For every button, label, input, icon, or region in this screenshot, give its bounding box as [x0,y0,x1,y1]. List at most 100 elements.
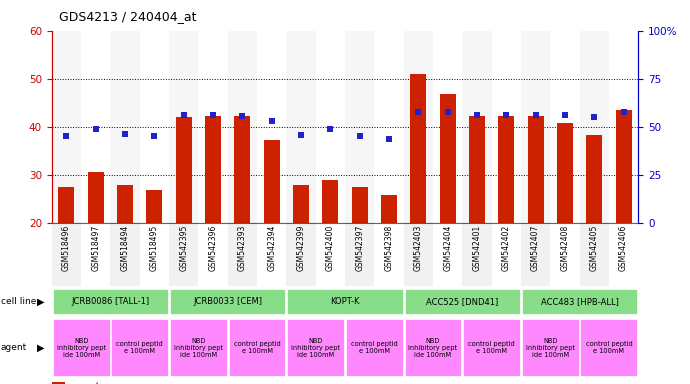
Bar [404,319,462,376]
Bar [491,223,521,286]
Point [295,132,306,138]
Text: NBD
inhibitory pept
ide 100mM: NBD inhibitory pept ide 100mM [174,338,223,358]
Bar [139,31,169,223]
Point [61,133,72,139]
Bar [375,31,404,223]
Bar [170,319,227,376]
Bar [522,319,579,376]
Bar [345,31,374,223]
Text: cell line: cell line [1,297,36,306]
Text: NBD
inhibitory pept
ide 100mM: NBD inhibitory pept ide 100mM [57,338,106,358]
Point [530,112,541,118]
Text: GSM542405: GSM542405 [590,225,599,271]
Text: control peptid
e 100mM: control peptid e 100mM [117,341,163,354]
Bar [228,223,257,286]
Text: ACC525 [DND41]: ACC525 [DND41] [426,297,498,306]
Bar [462,31,492,223]
Bar [235,116,250,223]
Text: GSM542396: GSM542396 [208,225,217,271]
Point [501,112,512,118]
Bar [257,31,286,223]
Point [471,112,482,118]
Point [149,133,160,139]
Bar [199,223,228,286]
Bar [52,31,81,223]
Bar [117,185,133,223]
Bar [462,223,492,286]
Text: GSM518495: GSM518495 [150,225,159,271]
Text: KOPT-K: KOPT-K [331,297,359,306]
Bar [111,319,168,376]
Bar [52,382,65,384]
Bar [551,31,580,223]
Text: JCRB0033 [CEM]: JCRB0033 [CEM] [193,297,262,306]
Point [90,126,101,132]
Bar [440,94,455,223]
Point [325,126,336,132]
Bar [469,116,485,223]
Text: control peptid
e 100mM: control peptid e 100mM [586,341,632,354]
Point [208,112,219,118]
Text: NBD
inhibitory pept
ide 100mM: NBD inhibitory pept ide 100mM [291,338,340,358]
Bar [52,223,81,286]
Bar [205,116,221,223]
Bar [404,289,520,314]
Bar [433,223,462,286]
Bar [557,123,573,223]
Point [442,109,453,115]
Bar [110,31,140,223]
Text: GSM542408: GSM542408 [560,225,569,271]
Bar [199,31,228,223]
Bar [322,180,338,223]
Bar [316,223,345,286]
Text: JCRB0086 [TALL-1]: JCRB0086 [TALL-1] [71,297,150,306]
Bar [522,289,638,314]
Point [560,112,571,118]
Bar [110,223,140,286]
Bar [433,31,462,223]
Bar [586,135,602,223]
Bar [287,289,403,314]
Text: GSM542398: GSM542398 [384,225,393,271]
Bar [286,31,316,223]
Text: GSM542402: GSM542402 [502,225,511,271]
Bar [580,31,609,223]
Text: count: count [72,382,100,384]
Bar [463,319,520,376]
Text: control peptid
e 100mM: control peptid e 100mM [469,341,515,354]
Bar [81,31,110,223]
Bar [346,319,403,376]
Bar [88,172,103,223]
Bar [580,223,609,286]
Text: GSM542401: GSM542401 [473,225,482,271]
Text: GSM542403: GSM542403 [414,225,423,271]
Bar [615,110,631,223]
Bar [293,185,309,223]
Bar [528,116,544,223]
Bar [345,223,374,286]
Bar [411,74,426,223]
Text: GDS4213 / 240404_at: GDS4213 / 240404_at [59,10,196,23]
Text: control peptid
e 100mM: control peptid e 100mM [351,341,397,354]
Bar [81,223,110,286]
Point [178,112,189,118]
Text: GSM542404: GSM542404 [443,225,452,271]
Point [618,109,629,115]
Bar [521,31,551,223]
Text: ▶: ▶ [37,343,45,353]
Bar [580,319,638,376]
Point [384,136,395,142]
Text: GSM518494: GSM518494 [121,225,130,271]
Bar [169,223,199,286]
Text: GSM542399: GSM542399 [297,225,306,271]
Text: GSM542394: GSM542394 [267,225,276,271]
Text: GSM542406: GSM542406 [619,225,628,271]
Text: NBD
inhibitory pept
ide 100mM: NBD inhibitory pept ide 100mM [408,338,457,358]
Text: GSM518496: GSM518496 [62,225,71,271]
Text: GSM542397: GSM542397 [355,225,364,271]
Bar [257,223,286,286]
Bar [352,187,368,223]
Text: control peptid
e 100mM: control peptid e 100mM [234,341,280,354]
Bar [169,31,199,223]
Bar [404,223,433,286]
